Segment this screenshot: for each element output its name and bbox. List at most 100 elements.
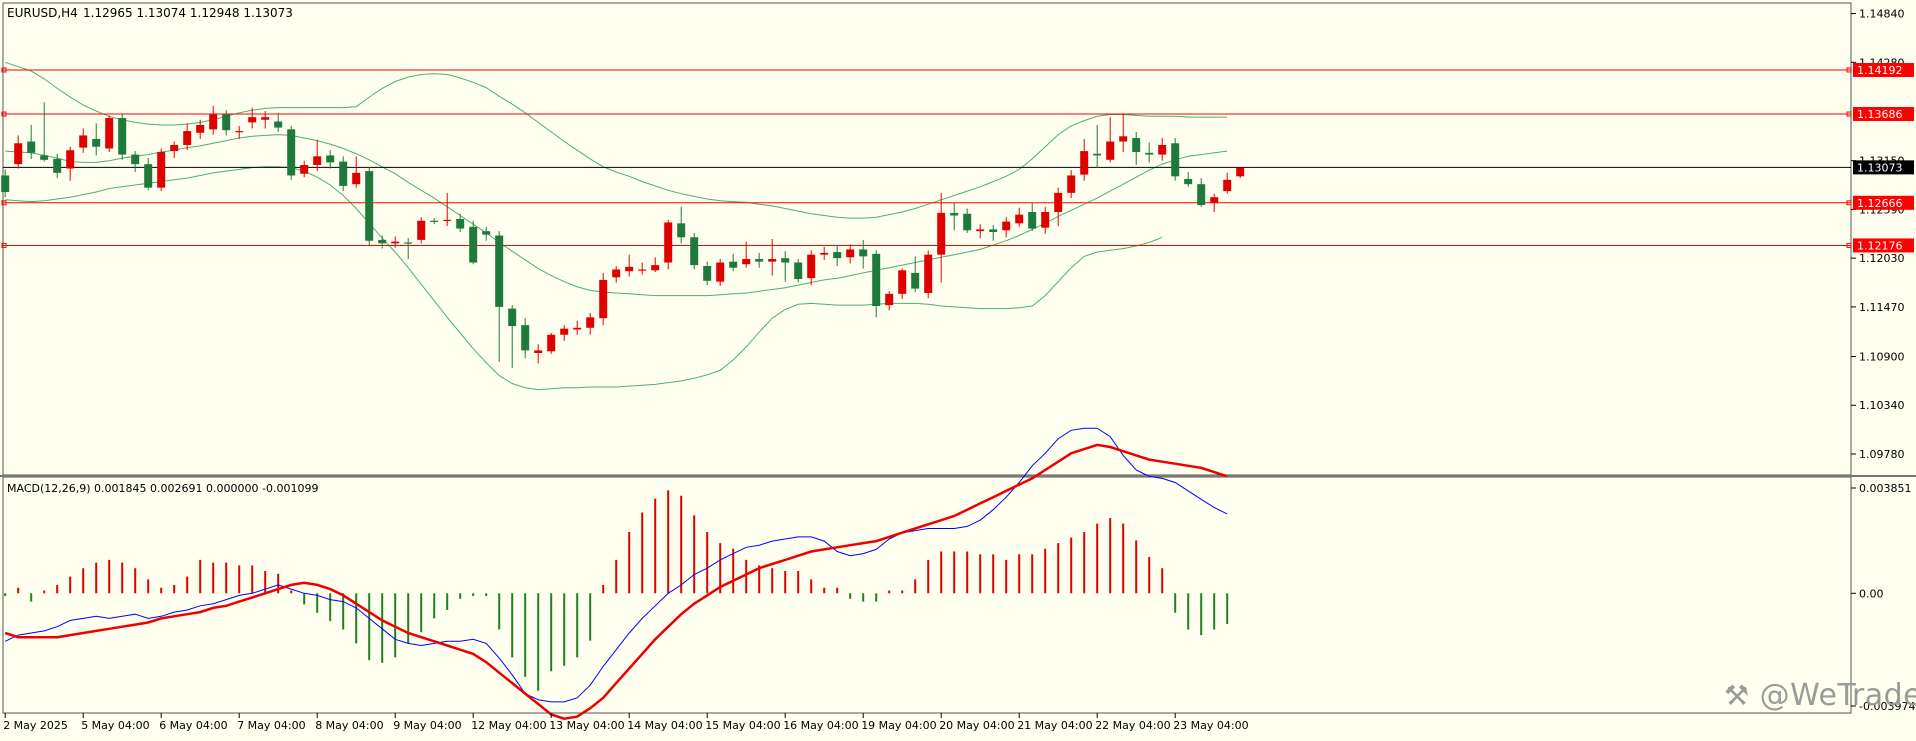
candle-bear bbox=[755, 259, 764, 262]
candle-bull bbox=[196, 124, 205, 133]
macd-lines bbox=[4, 427, 1228, 720]
level-anchor-right[interactable] bbox=[1846, 242, 1852, 248]
candle-bear bbox=[872, 253, 881, 307]
candle-bear bbox=[833, 252, 842, 259]
candle-bear bbox=[677, 223, 686, 238]
candle-bull bbox=[66, 150, 75, 169]
candle-bear bbox=[92, 138, 101, 147]
candle-bear bbox=[911, 272, 920, 289]
candle-bear bbox=[40, 155, 49, 160]
candle-bull bbox=[638, 269, 647, 271]
time-tick-label: 5 May 04:00 bbox=[81, 719, 149, 732]
candle-bear bbox=[365, 171, 374, 241]
candle-bull bbox=[1015, 214, 1024, 224]
macd-indicator-header: MACD(12,26,9) 0.001845 0.002691 0.000000… bbox=[7, 482, 318, 495]
candle-bull bbox=[261, 117, 270, 120]
bollinger-upper-line bbox=[5, 61, 1228, 219]
candle-bear bbox=[963, 213, 972, 231]
candle-bull bbox=[924, 254, 933, 293]
candle-bull bbox=[807, 254, 816, 279]
candle-bull bbox=[625, 266, 634, 272]
level-anchor-right[interactable] bbox=[1846, 111, 1852, 117]
candle-bull bbox=[1067, 175, 1076, 193]
candle-bull bbox=[391, 241, 400, 244]
macd-tick-label: 0.003851 bbox=[1859, 482, 1912, 495]
level-labels: 1.14192 1.13686 1.12666 1.12176 1.13073 bbox=[1853, 62, 1914, 253]
level-anchor-left[interactable] bbox=[1, 242, 7, 248]
candle-bear bbox=[404, 242, 413, 244]
time-tick-label: 9 May 04:00 bbox=[393, 719, 461, 732]
candle-bear bbox=[1197, 184, 1206, 206]
level-anchor-left[interactable] bbox=[1, 200, 7, 206]
level-price-label-bg bbox=[1853, 62, 1914, 77]
level-price-label-bg bbox=[1853, 107, 1914, 122]
candle-bull bbox=[742, 259, 751, 265]
candle-bull bbox=[586, 317, 595, 328]
candle-bear bbox=[950, 212, 959, 216]
candle-bull bbox=[170, 145, 179, 152]
bollinger-bands bbox=[5, 61, 1228, 391]
current-price-label: 1.13073 bbox=[1857, 161, 1903, 174]
candle-bull bbox=[1106, 141, 1115, 160]
level-anchor-right[interactable] bbox=[1846, 200, 1852, 206]
time-axis: 2 May 2025 5 May 04:00 6 May 04:00 7 May 04… bbox=[3, 713, 1249, 732]
candle-bull bbox=[846, 249, 855, 258]
candle-bear bbox=[1184, 178, 1193, 185]
price-tick-label: 1.10900 bbox=[1859, 351, 1905, 364]
candle-bear bbox=[378, 239, 387, 244]
macd-main-line bbox=[4, 427, 1228, 703]
candle-bear bbox=[469, 226, 478, 263]
candle-bear bbox=[1171, 143, 1180, 177]
candle-bull bbox=[1223, 179, 1232, 192]
horizontal-levels bbox=[1, 67, 1852, 248]
level-price-label-bg bbox=[1853, 238, 1914, 253]
candle-bull bbox=[79, 135, 88, 148]
candle-bear bbox=[690, 237, 699, 266]
level-anchor-left[interactable] bbox=[1, 67, 7, 73]
watermark: ⚒ @WeTrade bbox=[1724, 678, 1916, 713]
candle-bull bbox=[937, 212, 946, 255]
candle-bear bbox=[144, 164, 153, 188]
candle-bull bbox=[898, 270, 907, 294]
candle-bear bbox=[1145, 152, 1154, 155]
watermark-text: @WeTrade bbox=[1759, 678, 1916, 713]
candle-bear bbox=[287, 129, 296, 176]
level-anchor-left[interactable] bbox=[1, 111, 7, 117]
candle-bull bbox=[14, 143, 23, 165]
candle-bull bbox=[573, 327, 582, 330]
time-tick-label: 2 May 2025 bbox=[3, 719, 68, 732]
candle-bear bbox=[53, 158, 62, 173]
candle-bull bbox=[443, 219, 452, 222]
candle-bull bbox=[820, 252, 829, 255]
price-tick-label: 1.14840 bbox=[1859, 8, 1905, 21]
level-anchor-right[interactable] bbox=[1846, 67, 1852, 73]
candle-bear bbox=[456, 218, 465, 229]
time-tick-label: 8 May 04:00 bbox=[315, 719, 383, 732]
candle-bull bbox=[1054, 192, 1063, 213]
candle-bear bbox=[274, 121, 283, 128]
time-tick-label: 15 May 04:00 bbox=[705, 719, 780, 732]
time-tick-label: 22 May 04:00 bbox=[1095, 719, 1170, 732]
candle-bear bbox=[339, 161, 348, 186]
time-tick-label: 13 May 04:00 bbox=[549, 719, 624, 732]
candle-bull bbox=[235, 131, 244, 133]
macd-histogram bbox=[4, 490, 1229, 691]
level-price-label: 1.12176 bbox=[1857, 239, 1903, 252]
candle-bull bbox=[1210, 197, 1219, 203]
bollinger-lower-line bbox=[5, 166, 1163, 391]
candle-bear bbox=[131, 154, 140, 165]
candle-bull bbox=[352, 172, 361, 185]
candle-bear bbox=[1, 175, 10, 192]
candle-bull bbox=[885, 293, 894, 306]
time-tick-label: 19 May 04:00 bbox=[861, 719, 936, 732]
bollinger-middle-line bbox=[5, 134, 1228, 297]
candle-bull bbox=[664, 222, 673, 263]
level-price-label-bg bbox=[1853, 195, 1914, 210]
candle-bull bbox=[560, 328, 569, 335]
candle-bull bbox=[248, 117, 257, 123]
time-tick-label: 7 May 04:00 bbox=[237, 719, 305, 732]
candle-bear bbox=[508, 308, 517, 327]
